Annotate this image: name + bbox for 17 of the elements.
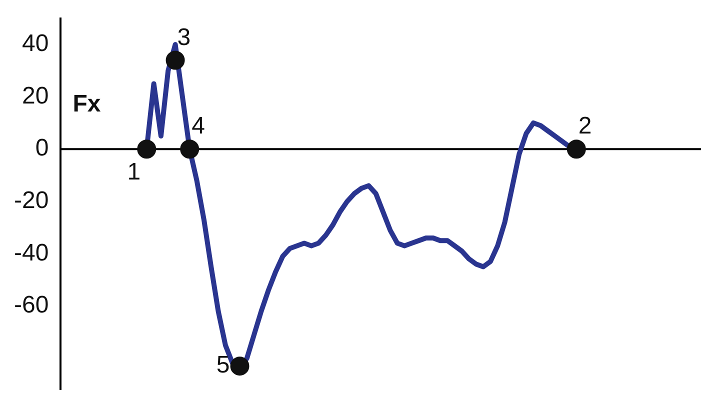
point bbox=[566, 140, 586, 159]
y-tick-label: 20 bbox=[22, 82, 49, 110]
annotation: 2 bbox=[578, 112, 592, 140]
annotation: 5 bbox=[216, 352, 230, 379]
y-tick-label: 0 bbox=[35, 134, 49, 162]
annotation: 3 bbox=[177, 24, 191, 51]
y-axis-title: Fx bbox=[72, 90, 102, 118]
annotation: 4 bbox=[192, 112, 205, 140]
y-tick-label: -20 bbox=[14, 187, 49, 214]
point bbox=[166, 50, 185, 70]
point bbox=[230, 356, 250, 376]
annotation: 1 bbox=[127, 158, 141, 186]
point bbox=[137, 140, 156, 159]
y-tick-label: 40 bbox=[22, 30, 49, 58]
point bbox=[180, 140, 200, 159]
y-tick-label: -60 bbox=[14, 292, 49, 319]
y-tick-label: -40 bbox=[14, 239, 49, 266]
